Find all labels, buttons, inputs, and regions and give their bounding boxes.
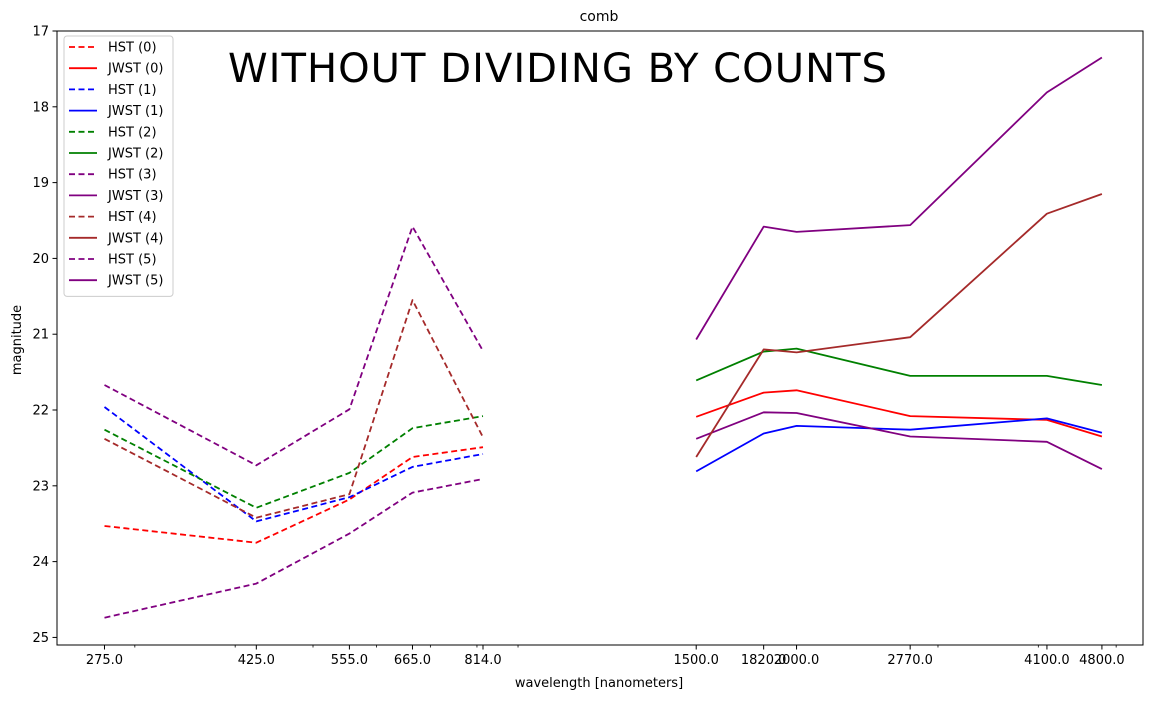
y-tick-label: 17 bbox=[32, 25, 49, 40]
legend-label: JWST (0) bbox=[107, 62, 163, 77]
legend-label: JWST (5) bbox=[107, 274, 163, 289]
series-line-3 bbox=[695, 417, 1103, 473]
x-tick-label: 4100.0 bbox=[1024, 653, 1070, 668]
series-line-1 bbox=[695, 389, 1103, 438]
series-line-5 bbox=[695, 347, 1103, 386]
series-line-9 bbox=[695, 193, 1103, 458]
x-tick-label: 555.0 bbox=[331, 653, 368, 668]
y-tick-label: 22 bbox=[32, 404, 49, 419]
series-line-8 bbox=[104, 299, 484, 519]
x-tick-label: 4800.0 bbox=[1079, 653, 1125, 668]
x-tick-label: 665.0 bbox=[394, 653, 431, 668]
legend-label: JWST (3) bbox=[107, 189, 163, 204]
legend-label: HST (2) bbox=[108, 125, 157, 140]
y-axis-label: magnitude bbox=[10, 305, 25, 375]
legend-label: HST (3) bbox=[108, 168, 157, 183]
x-tick-label: 275.0 bbox=[86, 653, 123, 668]
y-tick-label: 20 bbox=[32, 252, 49, 267]
legend-label: HST (5) bbox=[108, 253, 157, 268]
legend-label: HST (4) bbox=[108, 210, 157, 225]
series-line-7 bbox=[695, 411, 1103, 470]
x-tick-label: 1500.0 bbox=[673, 653, 719, 668]
chart-title: comb bbox=[580, 9, 619, 25]
y-tick-label: 19 bbox=[32, 176, 49, 191]
x-tick-label: 425.0 bbox=[238, 653, 275, 668]
legend-label: JWST (4) bbox=[107, 231, 163, 246]
x-tick-label: 1820.0 bbox=[741, 653, 787, 668]
y-tick-label: 24 bbox=[32, 555, 49, 570]
legend-label: JWST (1) bbox=[107, 104, 163, 119]
legend-label: HST (1) bbox=[108, 83, 157, 98]
series-line-11 bbox=[695, 56, 1103, 340]
y-tick-label: 23 bbox=[32, 479, 49, 494]
x-axis-label: wavelength [nanometers] bbox=[515, 676, 683, 691]
x-tick-label: 2770.0 bbox=[887, 653, 933, 668]
x-tick-label: 814.0 bbox=[464, 653, 501, 668]
y-tick-label: 21 bbox=[32, 328, 49, 343]
series-line-10 bbox=[104, 225, 484, 467]
chart-annotation: WITHOUT DIVIDING BY COUNTS bbox=[228, 46, 888, 92]
legend-label: JWST (2) bbox=[107, 147, 163, 162]
y-tick-label: 18 bbox=[32, 100, 49, 115]
legend-frame bbox=[63, 35, 174, 297]
y-tick-label: 25 bbox=[32, 631, 49, 646]
series-line-2 bbox=[103, 406, 484, 523]
plot-frame bbox=[56, 30, 1144, 646]
series-line-4 bbox=[104, 415, 484, 509]
x-tick-label: 2000.0 bbox=[774, 653, 820, 668]
legend: HST (0) JWST (0) HST (1) JWST (1) HST (2) JWS… bbox=[63, 35, 174, 297]
series-line-6 bbox=[104, 478, 484, 619]
series-line-0 bbox=[104, 446, 484, 544]
legend-label: HST (0) bbox=[108, 41, 157, 56]
